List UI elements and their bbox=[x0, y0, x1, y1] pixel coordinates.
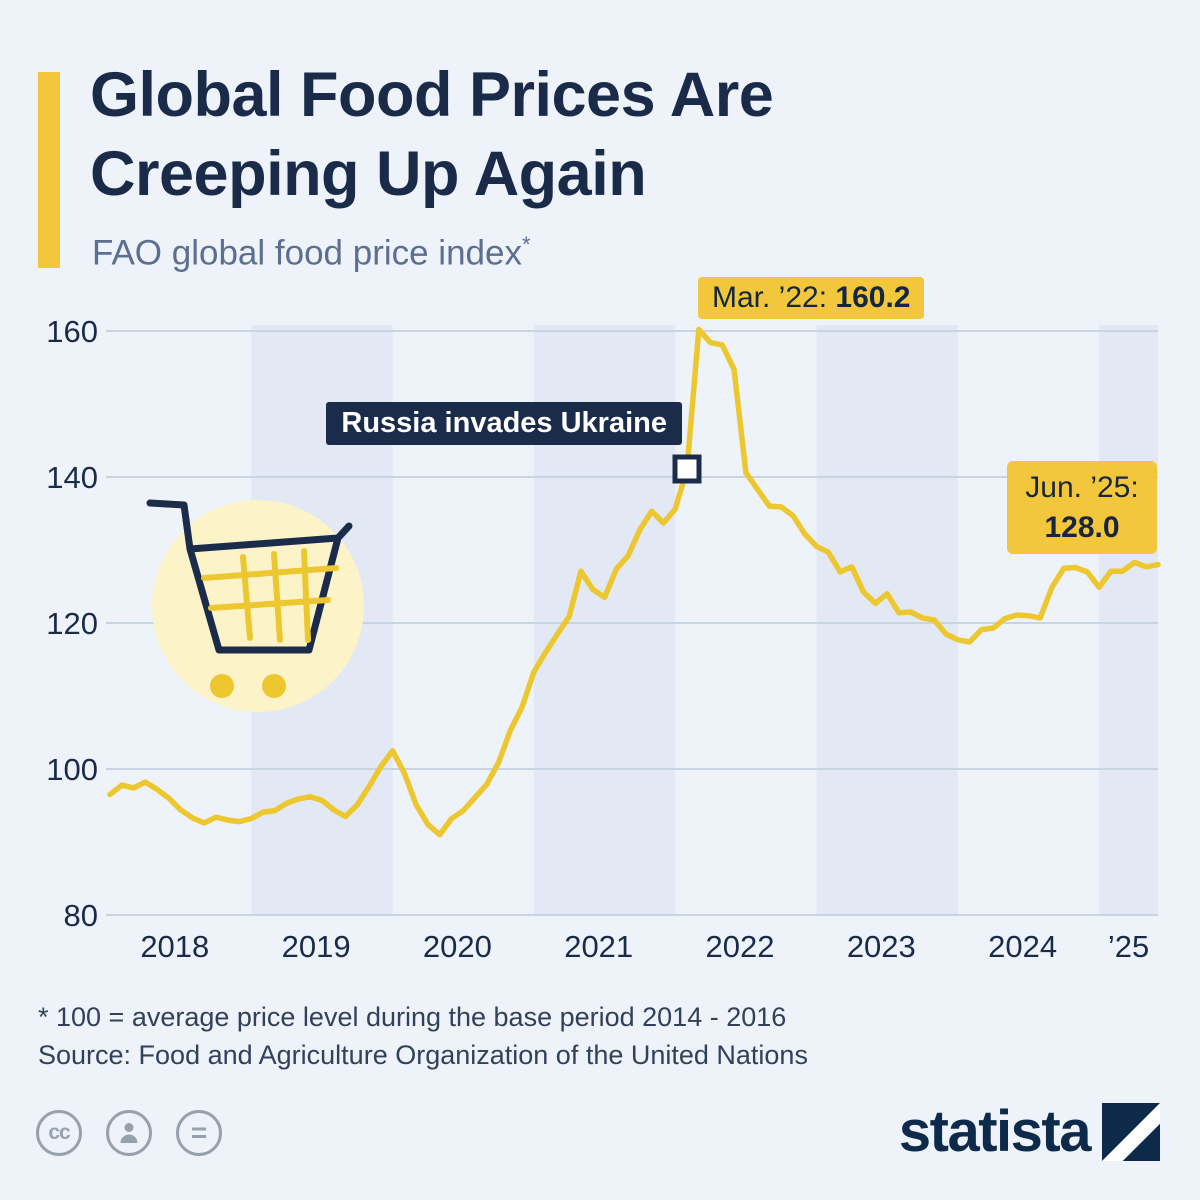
page-title: Global Food Prices Are Creeping Up Again bbox=[90, 56, 774, 214]
footnote-marker: * bbox=[521, 232, 531, 257]
latest-annotation: Jun. ’25: 128.0 bbox=[1007, 461, 1157, 555]
x-tick-label: 2020 bbox=[423, 929, 492, 964]
y-tick-label: 160 bbox=[46, 314, 98, 349]
event-annotation-label: Russia invades Ukraine bbox=[341, 407, 667, 439]
x-tick-label: 2022 bbox=[706, 929, 775, 964]
source-text: Source: Food and Agriculture Organizatio… bbox=[38, 1040, 808, 1070]
x-tick-label: 2019 bbox=[282, 929, 351, 964]
person-glyph bbox=[120, 1123, 138, 1143]
cart-handle bbox=[146, 499, 194, 553]
latest-annotation-value: 128.0 bbox=[1044, 510, 1120, 544]
title-line-1: Global Food Prices Are bbox=[90, 60, 774, 130]
x-axis-labels: 2018 2019 2020 2021 2022 2023 2024 ’25 bbox=[140, 929, 1149, 964]
title-line-2: Creeping Up Again bbox=[90, 138, 647, 209]
price-line bbox=[107, 326, 1161, 838]
x-tick-label: 2018 bbox=[140, 929, 209, 964]
gridlines bbox=[106, 330, 1158, 916]
equals-license-text: = bbox=[190, 1117, 208, 1148]
cart-grid-lines bbox=[201, 548, 339, 643]
event-marker-square bbox=[672, 454, 702, 484]
y-tick-label: 100 bbox=[46, 752, 98, 787]
x-tick-label: 2024 bbox=[988, 929, 1057, 964]
cart-wheel-left bbox=[210, 674, 234, 698]
x-tick-label: 2021 bbox=[564, 929, 633, 964]
subtitle-text: FAO global food price index bbox=[92, 233, 522, 273]
event-annotation: Russia invades Ukraine bbox=[326, 402, 682, 445]
cart-wheel-right bbox=[262, 674, 286, 698]
statista-logo: statista bbox=[899, 1098, 1160, 1165]
y-tick-label: 120 bbox=[46, 606, 98, 641]
cc-license-icon: cc bbox=[36, 1110, 82, 1156]
license-icons: cc = bbox=[36, 1110, 222, 1156]
page-subtitle: FAO global food price index* bbox=[92, 232, 531, 274]
y-axis-labels: 80 100 120 140 160 bbox=[46, 314, 98, 933]
year-band bbox=[1099, 325, 1158, 915]
y-tick-label: 80 bbox=[64, 898, 98, 933]
cc-license-text: cc bbox=[48, 1121, 70, 1144]
peak-annotation-label: Mar. ’22: bbox=[712, 281, 836, 314]
title-accent-bar bbox=[38, 72, 60, 268]
equals-license-icon: = bbox=[176, 1110, 222, 1156]
latest-annotation-label: Jun. ’25: bbox=[1025, 471, 1139, 504]
shopping-cart-illustration bbox=[146, 499, 364, 712]
statista-wordmark: statista bbox=[898, 1099, 1092, 1164]
statista-logo-mark bbox=[1102, 1102, 1160, 1161]
peak-annotation: Mar. ’22: 160.2 bbox=[698, 277, 925, 319]
peak-annotation-value: 160.2 bbox=[835, 281, 911, 314]
attribution-person-icon bbox=[106, 1110, 152, 1156]
cart-basket bbox=[186, 522, 353, 654]
x-tick-label: ’25 bbox=[1108, 929, 1149, 964]
footnote-text: * 100 = average price level during the b… bbox=[38, 1002, 787, 1032]
x-tick-label: 2023 bbox=[847, 929, 916, 964]
y-tick-label: 140 bbox=[46, 460, 98, 495]
